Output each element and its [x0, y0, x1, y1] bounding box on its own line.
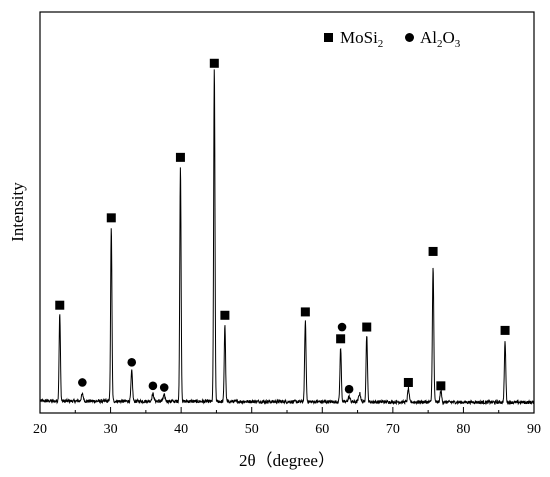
legend-square-marker — [324, 33, 333, 42]
mosi2-marker — [428, 246, 438, 256]
mosi2-marker — [209, 58, 219, 68]
mosi2-marker — [106, 213, 116, 223]
mosi2-marker — [220, 310, 230, 320]
mosi2-marker — [436, 381, 446, 391]
legend-label-mosi2: MoSi2 — [340, 28, 383, 50]
al2o3-marker — [148, 381, 158, 391]
legend: MoSi2 Al2O3 — [324, 28, 461, 50]
mosi2-marker — [403, 377, 413, 387]
legend-circle-marker — [405, 33, 414, 42]
x-tick-label: 70 — [386, 422, 400, 437]
al2o3-marker — [127, 358, 137, 367]
al2o3-marker — [344, 384, 354, 394]
mosi2-marker — [55, 300, 65, 310]
x-tick-label: 30 — [104, 422, 118, 437]
x-tick-label: 80 — [456, 422, 470, 437]
al2o3-marker — [337, 322, 347, 332]
mosi2-marker — [300, 307, 310, 317]
al2o3-marker — [78, 378, 87, 387]
mosi2-marker — [500, 325, 510, 335]
mosi2-marker — [175, 152, 185, 162]
y-axis-label: Intensity — [8, 182, 27, 242]
x-tick-label: 60 — [315, 422, 329, 437]
plot-frame — [39, 11, 535, 414]
x-axis-tick-labels: 20 30 40 50 60 70 80 90 — [33, 422, 541, 437]
xrd-pattern-line — [39, 69, 535, 406]
al2o3-marker — [159, 383, 169, 392]
x-tick-label: 40 — [174, 422, 188, 437]
x-tick-label: 20 — [33, 422, 47, 437]
x-tick-label: 90 — [527, 422, 541, 437]
mosi2-marker — [362, 322, 372, 332]
x-axis-label: 2θ（degree） — [239, 451, 335, 470]
mosi2-marker — [336, 334, 346, 344]
legend-label-al2o3: Al2O3 — [420, 28, 461, 50]
x-tick-label: 50 — [245, 422, 259, 437]
x-axis-ticks — [39, 407, 535, 413]
phase-markers — [55, 58, 510, 394]
